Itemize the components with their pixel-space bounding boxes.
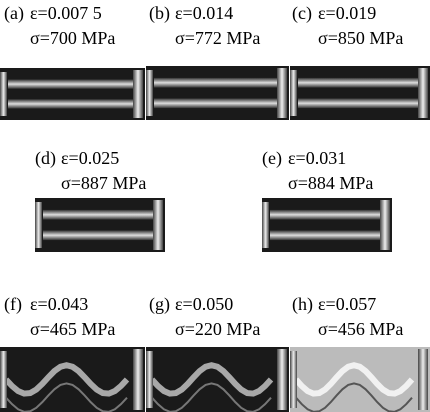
end-cap xyxy=(418,68,428,118)
end-cap xyxy=(0,72,7,116)
strain-label: ε=0.057 xyxy=(318,294,376,314)
panel-label: (a) xyxy=(4,3,24,24)
stress-label: σ=884 MPa xyxy=(288,173,373,193)
specimen-photo xyxy=(35,198,165,252)
strain-label: ε=0.007 5 xyxy=(30,3,102,23)
panel: (f) ε=0.043 σ=465 MPa xyxy=(0,294,145,412)
end-cap xyxy=(262,202,269,248)
stress-label: σ=887 MPa xyxy=(61,173,146,193)
specimen-photo xyxy=(290,66,430,120)
bright-band xyxy=(270,230,384,241)
specimen-photo xyxy=(262,198,392,252)
end-cap xyxy=(146,351,153,408)
buckle-wave xyxy=(293,362,415,397)
panel: (b) ε=0.014 σ=772 MPa xyxy=(146,3,289,120)
panel-label: (d) xyxy=(35,148,56,169)
panel-label: (g) xyxy=(149,294,170,315)
strain-label: ε=0.025 xyxy=(61,148,119,168)
panel-label: (f) xyxy=(4,294,22,315)
specimen-photo xyxy=(146,347,289,412)
panel: (a) ε=0.007 5 σ=700 MPa xyxy=(0,3,145,120)
end-cap xyxy=(153,200,163,250)
strain-label: ε=0.031 xyxy=(288,148,346,168)
end-cap xyxy=(380,200,390,250)
end-cap xyxy=(290,351,297,408)
panel-label: (c) xyxy=(292,3,312,24)
stress-label: σ=220 MPa xyxy=(175,319,260,339)
end-cap xyxy=(418,349,428,410)
strain-label: ε=0.014 xyxy=(175,3,233,23)
end-cap xyxy=(277,68,287,118)
bright-band xyxy=(298,77,422,88)
strain-label: ε=0.050 xyxy=(175,294,233,314)
end-cap xyxy=(0,351,7,408)
specimen-photo xyxy=(290,347,430,412)
stress-label: σ=700 MPa xyxy=(30,28,115,48)
end-cap xyxy=(133,349,143,410)
panel: (g) ε=0.050 σ=220 MPa xyxy=(146,294,289,412)
buckle-wave xyxy=(3,362,130,397)
bright-band xyxy=(270,209,384,220)
bright-band xyxy=(8,79,137,89)
bright-band xyxy=(154,98,281,109)
end-cap xyxy=(277,349,287,410)
specimen-photo xyxy=(0,347,145,412)
bright-band xyxy=(43,209,157,220)
panel: (d) ε=0.025 σ=887 MPa xyxy=(35,148,165,252)
end-cap xyxy=(35,202,42,248)
stress-label: σ=850 MPa xyxy=(318,28,403,48)
stress-label: σ=465 MPa xyxy=(30,319,115,339)
bright-band xyxy=(154,77,281,88)
end-cap xyxy=(290,70,297,116)
bright-band xyxy=(43,230,157,241)
bright-band xyxy=(298,98,422,109)
strain-label: ε=0.019 xyxy=(318,3,376,23)
strain-label: ε=0.043 xyxy=(30,294,88,314)
panel-label: (e) xyxy=(262,148,282,169)
panel: (h) ε=0.057 σ=456 MPa xyxy=(290,294,430,412)
specimen-photo xyxy=(0,68,145,120)
buckle-wave xyxy=(149,362,274,397)
specimen-photo xyxy=(146,66,289,120)
panel-label: (h) xyxy=(292,294,313,315)
stress-label: σ=456 MPa xyxy=(318,319,403,339)
stress-label: σ=772 MPa xyxy=(175,28,260,48)
bright-band xyxy=(8,99,137,109)
end-cap xyxy=(146,70,153,116)
end-cap xyxy=(133,70,143,118)
panel: (c) ε=0.019 σ=850 MPa xyxy=(290,3,430,120)
panel: (e) ε=0.031 σ=884 MPa xyxy=(262,148,392,252)
panel-label: (b) xyxy=(149,3,170,24)
